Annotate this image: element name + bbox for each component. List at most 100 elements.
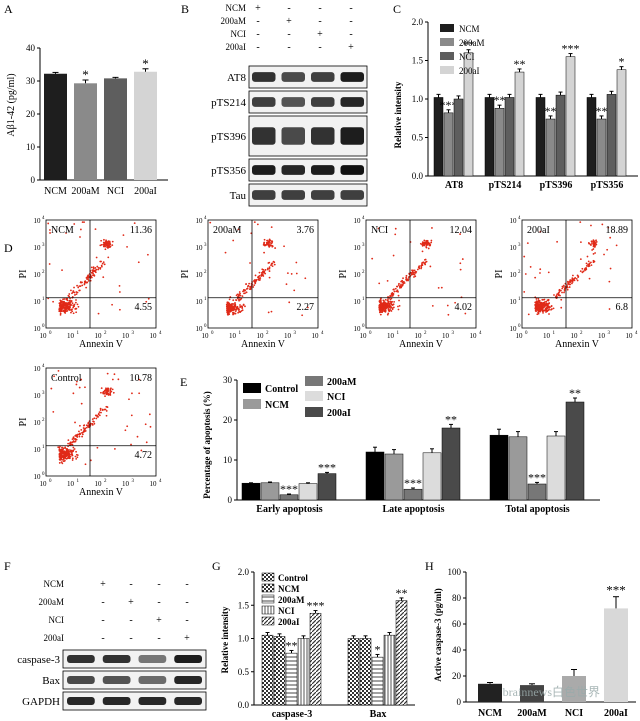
flow-dot xyxy=(378,282,381,285)
flow-dot xyxy=(99,260,102,263)
flow-ylabel: PI xyxy=(18,270,29,279)
flow-dot xyxy=(379,299,382,302)
panel-c-legend-swatch xyxy=(440,52,454,60)
flow-dot xyxy=(74,455,77,458)
flow-ytick-exp: 1 xyxy=(42,297,45,302)
flow-dot xyxy=(270,264,272,267)
flow-dot xyxy=(393,300,396,303)
flow-ytick-base: 10 xyxy=(196,217,204,225)
panel-b-band xyxy=(252,72,276,82)
flow-dot xyxy=(82,427,85,429)
flow-dot xyxy=(103,238,105,241)
panel-g-legend-label: 200aM xyxy=(278,595,305,605)
panel-e-legend-swatch xyxy=(243,383,261,393)
panel-e-bar-200am xyxy=(527,483,547,501)
panel-c-sig: * xyxy=(619,55,625,69)
flow-dot xyxy=(59,313,62,316)
flow-dot xyxy=(579,258,582,261)
flow-dot xyxy=(285,283,288,286)
panel-h: Active caspase-3 (pg/ml) 0 20 40 60 80 100 NC… xyxy=(433,567,636,719)
panel-g-bar-control xyxy=(261,634,274,706)
flow-dot xyxy=(231,303,234,305)
flow-dot xyxy=(371,257,374,260)
panel-b-band xyxy=(340,190,364,200)
flow-dot xyxy=(426,243,429,246)
flow-dot xyxy=(71,441,74,444)
flow-dot xyxy=(437,286,440,289)
flow-dot xyxy=(65,232,67,234)
panel-e-legend-swatch xyxy=(243,399,261,409)
flow-dot xyxy=(84,386,86,389)
flow-dot xyxy=(566,288,569,291)
flow-dot xyxy=(237,311,240,314)
flow-dot xyxy=(541,310,544,312)
panel-e-ylabel: Percentage of apoptosis (%) xyxy=(202,391,212,499)
flow-dot xyxy=(253,279,256,282)
flow-dot xyxy=(588,263,591,266)
flow-dot xyxy=(84,430,87,432)
flow-dot xyxy=(569,281,572,284)
flow-dot xyxy=(423,239,426,242)
panel-c-bar-200ai xyxy=(565,56,576,177)
flow-dot xyxy=(61,269,63,272)
panel-g-ytick-label: 2.0 xyxy=(238,567,250,577)
panel-b-band xyxy=(340,97,364,107)
flow-dot xyxy=(71,302,74,305)
flow-dot xyxy=(99,409,102,411)
flow-dot xyxy=(71,454,74,457)
flow-dot xyxy=(87,278,90,281)
flow-dot xyxy=(606,248,609,251)
panel-b-band-label: Tau xyxy=(230,190,247,202)
flow-dot xyxy=(75,450,77,453)
panel-c-xtick-label: pTS356 xyxy=(591,180,624,191)
flow-dot xyxy=(608,308,611,310)
flow-dot xyxy=(585,268,588,271)
panel-g-sig: *** xyxy=(307,599,325,613)
flow-dot xyxy=(58,462,61,464)
panel-g-bar-control xyxy=(347,638,360,706)
flow-dot xyxy=(59,449,62,451)
panel-b-band xyxy=(340,72,364,82)
flow-dot xyxy=(293,289,296,292)
flow-dot xyxy=(392,306,395,309)
flow-dot xyxy=(561,287,564,290)
flow-dot xyxy=(71,292,73,295)
flow-dot xyxy=(576,279,579,282)
flow-dot xyxy=(239,304,241,306)
flow-dot xyxy=(529,266,532,268)
flow-ytick-exp: 2 xyxy=(204,270,207,275)
panel-a-xtick-label: NCI xyxy=(107,186,124,197)
flow-plot-title: Control xyxy=(51,373,82,384)
flow-dot xyxy=(283,245,285,248)
flow-ytick-exp: 0 xyxy=(362,324,365,329)
flow-xtick-base: 10 xyxy=(95,480,103,488)
panel-f-sign: + xyxy=(184,633,190,644)
flow-dot xyxy=(566,284,569,286)
flow-dot xyxy=(61,455,63,458)
flow-dot xyxy=(267,311,270,314)
flow-dot xyxy=(588,277,591,280)
flow-ytick-base: 10 xyxy=(510,325,518,333)
flow-dot xyxy=(573,279,576,282)
flow-dot xyxy=(246,287,249,290)
panel-b-band xyxy=(281,97,305,107)
flow-dot xyxy=(75,457,78,460)
flow-dot xyxy=(75,383,78,386)
flow-ytick-base: 10 xyxy=(196,325,204,333)
flow-dot xyxy=(547,299,550,302)
flow-dot xyxy=(94,228,97,231)
flow-dot xyxy=(63,457,65,460)
flow-dot xyxy=(242,303,245,306)
flow-dot xyxy=(563,289,566,292)
flow-dot xyxy=(67,305,70,308)
panel-b-band-label: pTS396 xyxy=(211,131,246,143)
flow-dot xyxy=(111,303,113,306)
flow-dot xyxy=(68,293,71,295)
flow-dot xyxy=(414,275,417,278)
flow-dot xyxy=(76,436,79,438)
flow-ytick-exp: 4 xyxy=(362,216,365,221)
flow-xlabel: Annexin V xyxy=(79,487,124,498)
flow-dot xyxy=(272,260,275,263)
flow-ytick-base: 10 xyxy=(354,325,362,333)
